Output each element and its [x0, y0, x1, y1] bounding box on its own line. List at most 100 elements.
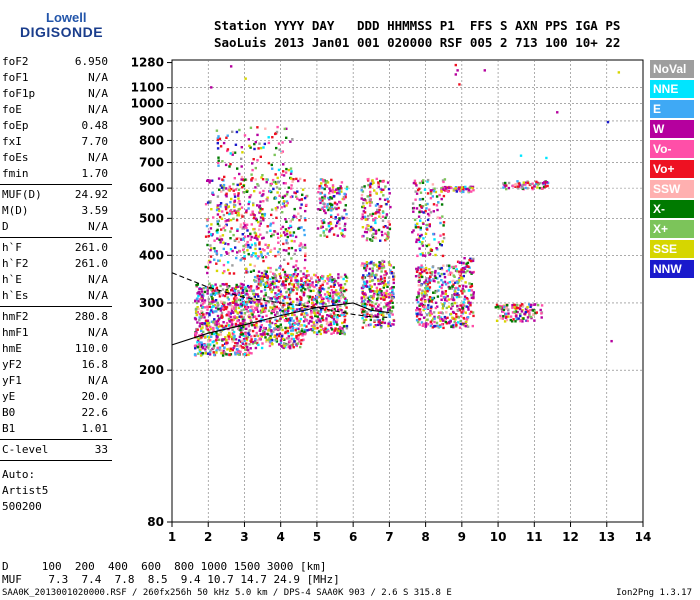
echo-point	[250, 305, 253, 309]
echo-point	[531, 182, 534, 185]
echo-point	[341, 288, 345, 291]
echo-point	[215, 351, 218, 354]
echo-point	[414, 223, 417, 227]
echo-point	[310, 328, 313, 331]
echo-point	[512, 318, 515, 321]
echo-point	[304, 252, 307, 255]
echo-point	[440, 188, 443, 192]
echo-point	[361, 213, 364, 216]
echo-point	[255, 287, 258, 291]
echo-point	[391, 297, 394, 300]
echo-point	[206, 292, 209, 295]
echo-point	[214, 299, 218, 302]
echo-point	[328, 230, 331, 233]
echo-point	[435, 290, 439, 293]
echo-point	[335, 321, 338, 324]
echo-point	[290, 317, 293, 320]
echo-point	[204, 313, 208, 316]
echo-point	[502, 182, 505, 185]
echo-point	[380, 188, 384, 191]
echo-point	[340, 275, 343, 279]
echo-point	[342, 197, 346, 201]
echo-point	[308, 295, 312, 299]
echo-point	[250, 340, 253, 343]
echo-point	[426, 178, 430, 182]
echo-point	[424, 254, 427, 257]
echo-point	[419, 268, 423, 271]
echo-point	[468, 258, 471, 262]
echo-point	[276, 176, 279, 180]
echo-point	[266, 281, 269, 284]
echo-point	[432, 210, 435, 213]
echo-point	[360, 186, 364, 189]
x-tick-label: 11	[526, 530, 543, 544]
echo-point	[519, 154, 523, 157]
echo-point	[433, 317, 436, 320]
echo-point	[216, 222, 220, 226]
echo-point	[304, 274, 307, 277]
echo-point	[246, 348, 250, 352]
echo-point	[367, 214, 370, 218]
echo-point	[460, 311, 463, 314]
echo-point	[277, 286, 280, 289]
echo-point	[295, 315, 298, 319]
echo-point	[506, 304, 509, 307]
echo-point	[277, 168, 281, 172]
echo-point	[237, 192, 240, 195]
echo-point	[235, 256, 238, 260]
echo-point	[456, 292, 459, 295]
echo-point	[277, 289, 280, 292]
echo-point	[265, 340, 268, 343]
echo-point	[371, 212, 375, 216]
echo-point	[214, 339, 218, 342]
echo-point	[341, 329, 345, 332]
echo-point	[450, 287, 454, 290]
echo-point	[310, 276, 313, 279]
echo-point	[514, 320, 517, 323]
echo-point	[338, 192, 341, 196]
echo-point	[319, 185, 323, 188]
echo-point	[379, 307, 382, 310]
echo-point	[247, 138, 250, 141]
echo-point	[211, 300, 214, 304]
echo-point	[209, 293, 213, 296]
echo-point	[243, 339, 246, 343]
echo-point	[224, 336, 227, 339]
echo-point	[285, 311, 288, 315]
echo-point	[321, 327, 325, 331]
echo-point	[241, 346, 244, 349]
echo-point	[241, 332, 244, 336]
echo-point	[313, 285, 316, 289]
echo-point	[373, 219, 377, 222]
echo-point	[456, 260, 460, 263]
echo-point	[251, 289, 254, 293]
echo-point	[242, 346, 246, 349]
echo-point	[236, 285, 240, 288]
echo-point	[414, 226, 418, 229]
echo-point	[323, 197, 326, 200]
echo-point	[315, 332, 319, 336]
echo-point	[319, 208, 322, 211]
echo-point	[374, 229, 377, 233]
echo-point	[247, 235, 250, 238]
echo-point	[300, 279, 303, 282]
echo-point	[257, 270, 261, 273]
echo-point	[221, 271, 225, 275]
y-tick-label: 300	[139, 296, 164, 310]
echo-point	[426, 202, 429, 206]
echo-point	[260, 304, 263, 308]
echo-point	[314, 313, 317, 316]
echo-point	[281, 196, 284, 199]
echo-point	[327, 329, 330, 333]
echo-point	[296, 319, 299, 322]
echo-point	[259, 284, 262, 287]
echo-point	[252, 269, 255, 272]
echo-point	[321, 199, 324, 202]
echo-point	[258, 224, 261, 227]
echo-point	[333, 329, 337, 332]
echo-point	[273, 327, 276, 330]
echo-point	[438, 216, 441, 220]
echo-point	[242, 248, 245, 251]
echo-point	[339, 296, 342, 300]
